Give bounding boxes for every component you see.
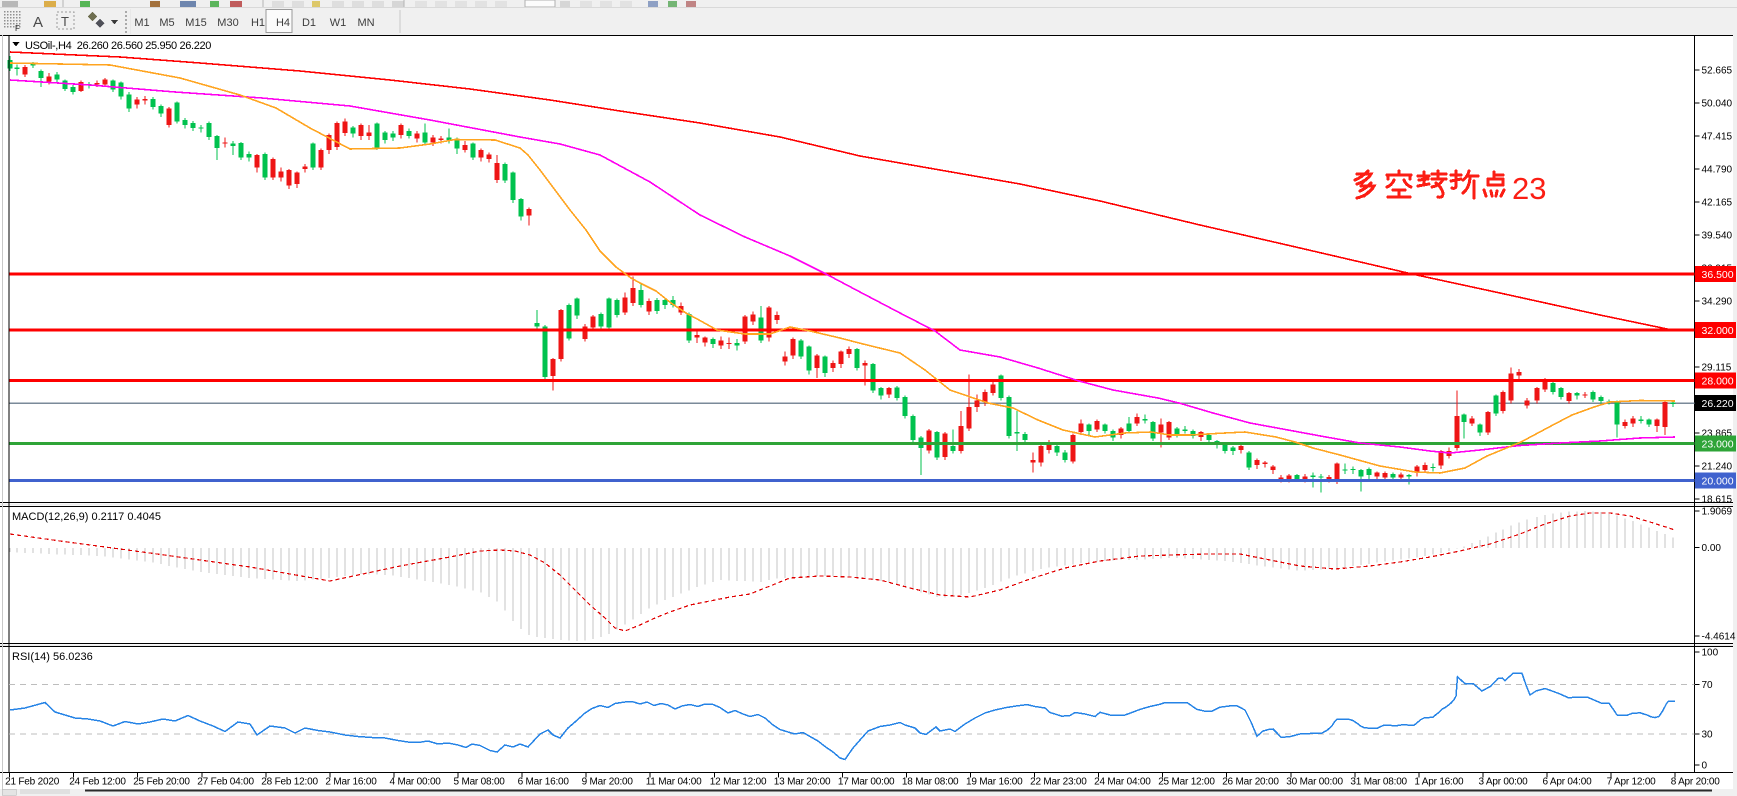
svg-text:47.415: 47.415: [1702, 132, 1733, 143]
svg-text:20.000: 20.000: [1702, 476, 1734, 488]
svg-text:F: F: [15, 24, 20, 33]
svg-text:M30: M30: [217, 17, 238, 29]
svg-text:RSI(14) 56.0236: RSI(14) 56.0236: [12, 651, 93, 663]
svg-text:2 Mar 16:00: 2 Mar 16:00: [325, 777, 377, 788]
svg-text:24 Mar 04:00: 24 Mar 04:00: [1094, 777, 1151, 788]
svg-text:28 Feb 12:00: 28 Feb 12:00: [261, 777, 318, 788]
svg-text:5 Mar 08:00: 5 Mar 08:00: [454, 777, 506, 788]
svg-text:26.220: 26.220: [1702, 398, 1734, 410]
svg-text:M5: M5: [159, 17, 174, 29]
svg-text:3 Apr 00:00: 3 Apr 00:00: [1479, 777, 1529, 788]
svg-text:USOil-,H4 26.260 26.560 25.95: USOil-,H4 26.260 26.560 25.950 26.220: [25, 40, 211, 52]
svg-text:9 Mar 20:00: 9 Mar 20:00: [582, 777, 634, 788]
svg-text:D1: D1: [302, 17, 316, 29]
svg-text:1.9069: 1.9069: [1702, 507, 1733, 518]
svg-text:W1: W1: [330, 17, 347, 29]
svg-text:17 Mar 00:00: 17 Mar 00:00: [838, 777, 895, 788]
svg-text:24 Feb 12:00: 24 Feb 12:00: [69, 777, 126, 788]
svg-text:44.790: 44.790: [1702, 165, 1733, 176]
svg-text:34.290: 34.290: [1702, 297, 1733, 308]
svg-text:29.115: 29.115: [1702, 363, 1732, 374]
svg-text:39.540: 39.540: [1702, 231, 1733, 242]
svg-text:70: 70: [1702, 680, 1714, 691]
svg-text:6 Apr 04:00: 6 Apr 04:00: [1543, 777, 1593, 788]
svg-text:52.665: 52.665: [1702, 66, 1733, 77]
svg-text:6 Mar 16:00: 6 Mar 16:00: [518, 777, 570, 788]
svg-text:28.000: 28.000: [1702, 376, 1734, 388]
svg-text:A: A: [33, 14, 43, 31]
svg-text:36.500: 36.500: [1702, 269, 1734, 281]
svg-text:8 Apr 20:00: 8 Apr 20:00: [1671, 777, 1721, 788]
svg-text:30: 30: [1702, 730, 1714, 741]
svg-text:27 Feb 04:00: 27 Feb 04:00: [197, 777, 254, 788]
svg-text:T: T: [61, 14, 69, 29]
svg-text:4 Mar 00:00: 4 Mar 00:00: [390, 777, 442, 788]
svg-text:32.000: 32.000: [1702, 325, 1734, 337]
svg-text:H4: H4: [276, 17, 290, 29]
svg-text:7 Apr 12:00: 7 Apr 12:00: [1607, 777, 1657, 788]
svg-text:H1: H1: [251, 17, 265, 29]
svg-text:12 Mar 12:00: 12 Mar 12:00: [710, 777, 767, 788]
svg-text:21 Feb 2020: 21 Feb 2020: [5, 777, 60, 788]
svg-text:26 Mar 20:00: 26 Mar 20:00: [1222, 777, 1279, 788]
svg-text:23: 23: [1512, 171, 1546, 206]
svg-text:-4.4614: -4.4614: [1702, 632, 1736, 643]
svg-text:MACD(12,26,9) 0.2117 0.4045: MACD(12,26,9) 0.2117 0.4045: [12, 511, 161, 523]
svg-text:23.000: 23.000: [1702, 439, 1734, 451]
svg-text:18.615: 18.615: [1702, 495, 1733, 506]
svg-text:25 Feb 20:00: 25 Feb 20:00: [133, 777, 190, 788]
svg-text:21.240: 21.240: [1702, 462, 1733, 473]
svg-text:1 Apr 16:00: 1 Apr 16:00: [1414, 777, 1464, 788]
svg-text:0.00: 0.00: [1702, 543, 1722, 554]
svg-text:22 Mar 23:00: 22 Mar 23:00: [1030, 777, 1087, 788]
svg-text:18 Mar 08:00: 18 Mar 08:00: [902, 777, 959, 788]
svg-text:50.040: 50.040: [1702, 99, 1733, 110]
svg-text:25 Mar 12:00: 25 Mar 12:00: [1158, 777, 1215, 788]
svg-text:42.165: 42.165: [1702, 198, 1733, 209]
svg-text:19 Mar 16:00: 19 Mar 16:00: [966, 777, 1023, 788]
svg-text:0: 0: [1702, 761, 1708, 772]
svg-text:13 Mar 20:00: 13 Mar 20:00: [774, 777, 831, 788]
svg-text:100: 100: [1702, 648, 1719, 659]
svg-text:30 Mar 00:00: 30 Mar 00:00: [1286, 777, 1343, 788]
svg-text:31 Mar 08:00: 31 Mar 08:00: [1350, 777, 1407, 788]
svg-text:M1: M1: [134, 17, 149, 29]
svg-text:23.865: 23.865: [1702, 429, 1733, 440]
svg-text:MN: MN: [357, 17, 374, 29]
svg-text:11 Mar 04:00: 11 Mar 04:00: [646, 777, 702, 788]
svg-text:M15: M15: [185, 17, 206, 29]
